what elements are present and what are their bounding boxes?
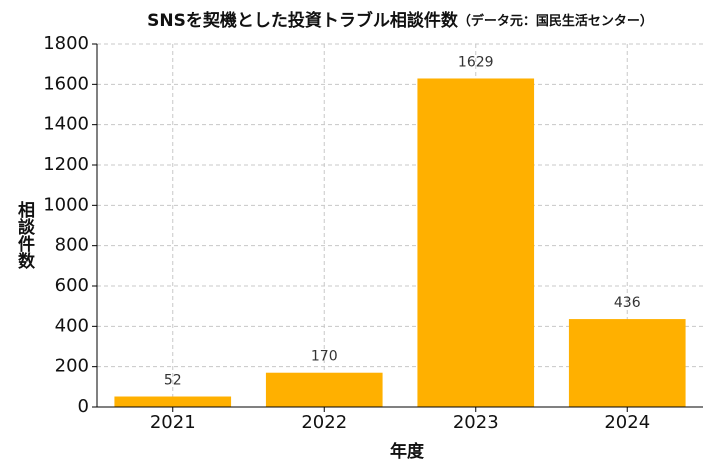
bar xyxy=(114,396,232,407)
y-tick-label: 400 xyxy=(55,315,89,336)
y-tick-label: 600 xyxy=(55,275,89,296)
y-tick-label: 1200 xyxy=(43,154,89,175)
bar xyxy=(417,78,535,408)
y-tick-label: 200 xyxy=(55,356,89,377)
x-tick-label: 2022 xyxy=(301,412,347,433)
value-label: 52 xyxy=(164,373,182,389)
y-axis-label: 相談件数 xyxy=(14,200,35,270)
y-tick-label: 800 xyxy=(55,235,89,256)
x-tick-label: 2021 xyxy=(150,412,196,433)
bar xyxy=(568,319,686,407)
value-label: 170 xyxy=(311,349,338,365)
value-label: 1629 xyxy=(458,54,494,70)
y-tick-label: 1800 xyxy=(43,33,89,54)
chart-title-group: SNSを契機とした投資トラブル相談件数（データ元：国民生活センター） xyxy=(147,10,653,31)
chart-title: SNSを契機とした投資トラブル相談件数 xyxy=(147,10,459,31)
y-tick-label: 0 xyxy=(78,396,89,417)
y-tick-label: 1400 xyxy=(43,114,89,135)
y-tick-label: 1000 xyxy=(43,194,89,215)
chart-subtitle: （データ元：国民生活センター） xyxy=(458,13,653,29)
x-tick-label: 2024 xyxy=(604,412,650,433)
value-label: 436 xyxy=(614,295,641,311)
x-tick-label: 2023 xyxy=(453,412,499,433)
bar xyxy=(265,372,383,407)
y-tick-label: 1600 xyxy=(43,73,89,94)
x-axis-label: 年度 xyxy=(390,441,425,462)
